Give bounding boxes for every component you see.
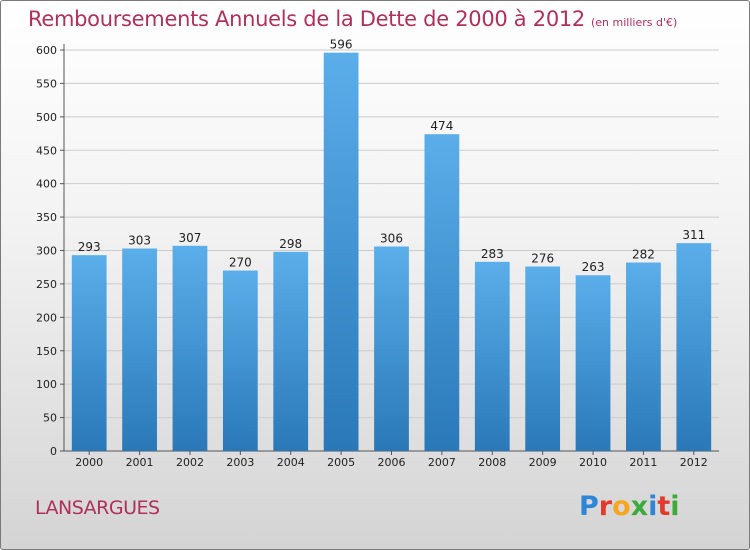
bar xyxy=(676,243,712,451)
bar-value-label: 298 xyxy=(279,237,302,251)
x-tick-label: 2003 xyxy=(226,456,254,469)
x-tick-label: 2005 xyxy=(327,456,355,469)
logo-letter: r xyxy=(598,491,613,522)
bar xyxy=(122,248,157,451)
x-tick-label: 2002 xyxy=(176,456,204,469)
y-tick-label: 500 xyxy=(36,111,57,124)
bar-value-label: 293 xyxy=(78,240,101,254)
bar-value-label: 303 xyxy=(128,233,151,247)
bar-value-label: 282 xyxy=(632,248,655,262)
x-tick-label: 2010 xyxy=(579,456,607,469)
logo-letter: P xyxy=(579,491,599,522)
logo-letter: i xyxy=(670,491,680,522)
bar xyxy=(323,52,359,451)
bar-value-label: 474 xyxy=(430,119,453,133)
data-labels: 293 303 307 270 298 596 306 474 283 276 263 282 311 xyxy=(78,38,706,275)
chart-title: Remboursements Annuels de la Dette de 20… xyxy=(28,7,677,31)
x-tick-label: 2001 xyxy=(126,456,154,469)
logo-letter: t xyxy=(657,491,671,522)
y-tick-label: 300 xyxy=(36,245,57,258)
bar xyxy=(474,261,510,451)
x-tick-label: 2000 xyxy=(75,456,103,469)
y-tick-label: 50 xyxy=(43,412,57,425)
bar-value-label: 283 xyxy=(481,247,504,261)
axes: 0 50 100 150 200 250 300 350 400 450 500 550 600 2000… xyxy=(36,44,719,469)
chart-subtitle: (en milliers d'€) xyxy=(591,16,678,29)
bar-value-label: 311 xyxy=(682,228,705,242)
logo-letter: o xyxy=(612,491,631,522)
bar xyxy=(222,270,258,451)
logo-letter: x xyxy=(630,491,649,522)
logo-letter: i xyxy=(648,491,658,522)
bar-value-label: 306 xyxy=(380,231,403,245)
chart-title-text: Remboursements Annuels de la Dette de 20… xyxy=(28,7,585,31)
x-tick-label: 2004 xyxy=(277,456,305,469)
bar-value-label: 270 xyxy=(229,256,252,270)
y-tick-label: 550 xyxy=(36,77,57,90)
x-tick-label: 2009 xyxy=(529,456,557,469)
x-tick-label: 2006 xyxy=(378,456,406,469)
bar xyxy=(172,245,208,451)
bar-value-label: 307 xyxy=(179,231,202,245)
bar-value-label: 276 xyxy=(531,252,554,266)
y-tick-label: 100 xyxy=(36,378,57,391)
x-tick-label: 2012 xyxy=(680,456,708,469)
x-tick-label: 2011 xyxy=(629,456,657,469)
bar xyxy=(374,246,409,451)
bar-value-label: 263 xyxy=(582,260,605,274)
commune-name: LANSARGUES xyxy=(35,497,160,519)
bar xyxy=(424,134,460,451)
bar xyxy=(626,262,661,451)
y-tick-label: 250 xyxy=(36,278,57,291)
bar xyxy=(273,251,309,451)
y-tick-label: 600 xyxy=(36,44,57,57)
bar xyxy=(71,255,107,451)
bar xyxy=(525,266,561,451)
x-tick-label: 2008 xyxy=(478,456,506,469)
y-tick-label: 0 xyxy=(50,445,57,458)
bar xyxy=(575,275,611,451)
bar-value-label: 596 xyxy=(330,38,353,52)
y-tick-label: 350 xyxy=(36,211,57,224)
bars xyxy=(71,52,712,451)
proxiti-logo: Proxiti xyxy=(579,491,680,522)
y-tick-label: 200 xyxy=(36,311,57,324)
x-tick-label: 2007 xyxy=(428,456,456,469)
y-tick-label: 150 xyxy=(36,345,57,358)
y-tick-label: 400 xyxy=(36,178,57,191)
y-tick-label: 450 xyxy=(36,144,57,157)
